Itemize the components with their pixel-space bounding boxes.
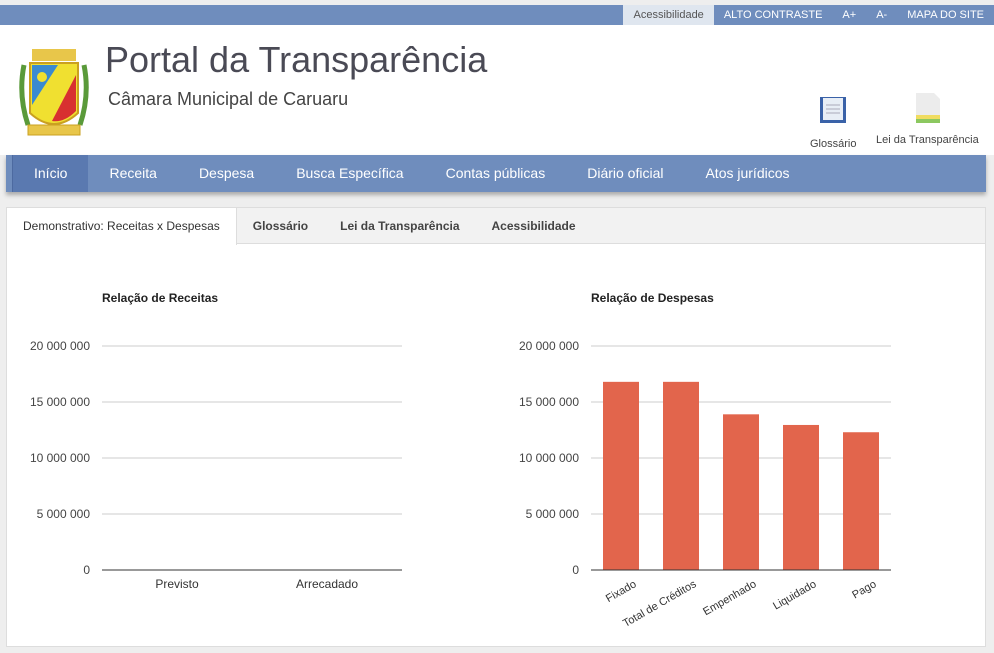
x-tick-label: Liquidado (771, 578, 818, 612)
y-tick-label: 15 000 000 (519, 395, 579, 409)
bar-pago (843, 432, 879, 570)
charts-area: Relação de Receitas 0 5 000 000 10 000 000 1… (30, 291, 891, 630)
chart-title: Relação de Receitas (102, 291, 218, 305)
document-icon (916, 93, 941, 123)
site-subtitle: Câmara Municipal de Caruaru (108, 89, 349, 109)
font-increase-link[interactable]: A+ (842, 9, 857, 21)
transparency-law-label: Lei da Transparência (876, 134, 979, 146)
y-tick-label: 20 000 000 (519, 339, 579, 353)
site-title: Portal da Transparência (105, 39, 488, 80)
glossary-label: Glossário (810, 138, 857, 150)
y-tick-label: 0 (83, 563, 90, 577)
tab-glossario[interactable]: Glossário (252, 219, 309, 233)
nav-busca-especifica[interactable]: Busca Específica (296, 165, 404, 181)
main-nav: Início Receita Despesa Busca Específica … (6, 155, 986, 192)
x-tick-label: Arrecadado (296, 577, 358, 591)
y-tick-label: 5 000 000 (526, 507, 580, 521)
x-tick-label: Pago (850, 578, 878, 601)
y-tick-label: 20 000 000 (30, 339, 90, 353)
y-tick-label: 10 000 000 (30, 451, 90, 465)
y-tick-label: 5 000 000 (37, 507, 91, 521)
sitemap-link[interactable]: MAPA DO SITE (907, 9, 984, 21)
nav-diario-oficial[interactable]: Diário oficial (587, 165, 664, 181)
x-tick-label: Fixado (604, 578, 639, 605)
top-bar: Acessibilidade ALTO CONTRASTE A+ A- MAPA… (0, 5, 994, 25)
y-tick-label: 15 000 000 (30, 395, 90, 409)
bar-fixado (603, 381, 639, 570)
x-tick-label: Empenhado (701, 578, 758, 618)
nav-receita[interactable]: Receita (109, 165, 157, 181)
bar-empenhado (723, 414, 759, 570)
tab-demonstrativo[interactable]: Demonstrativo: Receitas x Despesas (7, 208, 237, 245)
x-tick-label: Previsto (155, 577, 199, 591)
y-tick-label: 0 (572, 563, 579, 577)
nav-contas-publicas[interactable]: Contas públicas (445, 165, 546, 181)
bar-total-de-créditos (663, 381, 699, 570)
bar-liquidado (783, 424, 819, 570)
tab-lei-transparencia[interactable]: Lei da Transparência (340, 219, 460, 233)
tab-acessibilidade[interactable]: Acessibilidade (491, 219, 576, 233)
tab-bar: Demonstrativo: Receitas x Despesas Gloss… (7, 208, 985, 245)
nav-inicio[interactable]: Início (12, 155, 89, 192)
high-contrast-link[interactable]: ALTO CONTRASTE (723, 9, 823, 21)
font-decrease-link[interactable]: A- (876, 9, 888, 21)
accessibility-link[interactable]: Acessibilidade (623, 5, 714, 25)
chart-title: Relação de Despesas (591, 291, 714, 305)
glossary-shortcut[interactable]: Glossário (810, 95, 856, 150)
header: Portal da Transparência Câmara Municipal… (0, 25, 994, 155)
coat-of-arms-logo[interactable] (18, 45, 90, 145)
transparency-law-shortcut[interactable]: Lei da Transparência (876, 93, 979, 146)
content-panel: Demonstrativo: Receitas x Despesas Gloss… (6, 207, 986, 647)
nav-despesa[interactable]: Despesa (198, 165, 255, 181)
book-icon (820, 97, 847, 123)
y-tick-label: 10 000 000 (519, 451, 579, 465)
nav-atos-juridicos[interactable]: Atos jurídicos (705, 165, 790, 181)
